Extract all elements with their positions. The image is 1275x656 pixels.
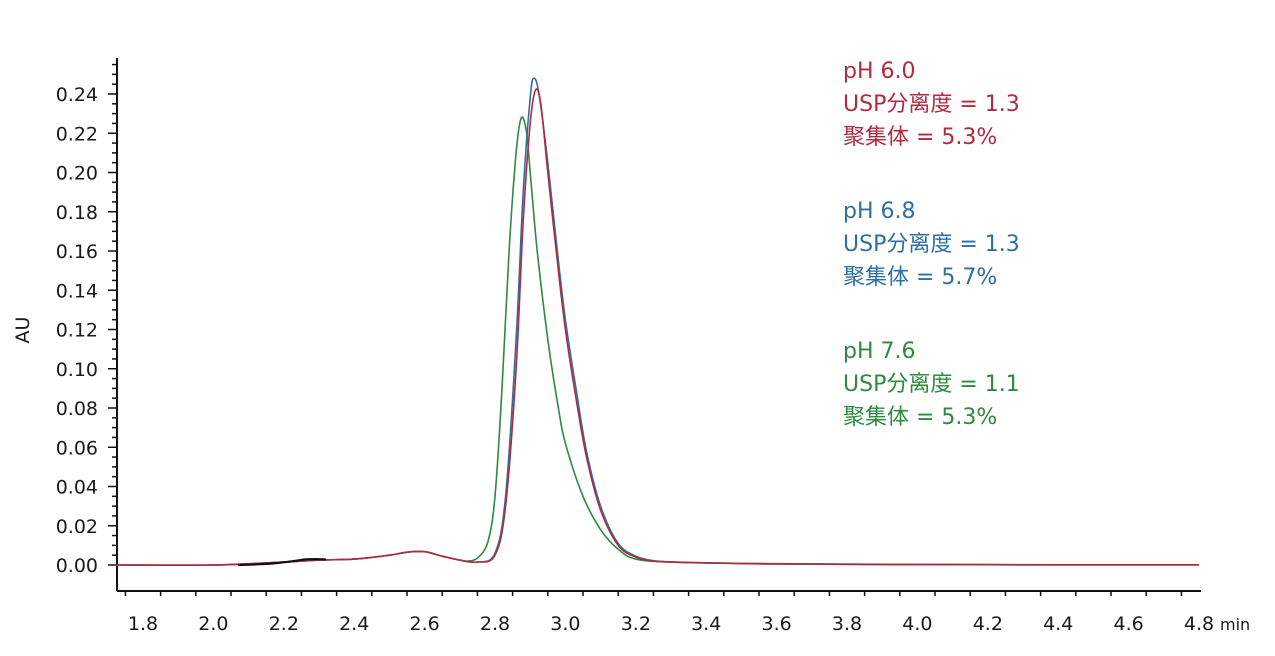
series-line-ph68 (114, 77, 1199, 567)
y-tick-label: 0.10 (56, 359, 98, 381)
annotation-line: USP分离度 = 1.1 (843, 372, 1020, 397)
y-tick-label: 0.18 (56, 202, 98, 224)
y-tick-label: 0.22 (56, 123, 98, 145)
x-tick-label: 2.6 (409, 613, 439, 635)
annotation-line: pH 6.8 (843, 199, 916, 224)
series-lines (114, 77, 1200, 567)
x-tick-label: 3.4 (691, 613, 721, 635)
annotation-line: 聚集体 = 5.3% (843, 125, 997, 150)
x-tick-label: 4.6 (1113, 613, 1143, 635)
y-tick-label: 0.02 (56, 516, 98, 538)
y-tick-label: 0.06 (56, 437, 98, 459)
x-axis-unit: min (1220, 615, 1250, 634)
annotation-line: USP分离度 = 1.3 (843, 92, 1020, 117)
series-line-base (237, 558, 327, 567)
x-tick-label: 3.2 (621, 613, 651, 635)
annotation-line: pH 6.0 (843, 59, 916, 84)
x-tick-label: 2.4 (339, 613, 369, 635)
y-tick-label: 0.24 (56, 84, 98, 106)
y-tick-label: 0.20 (56, 163, 98, 185)
x-tick-label: 4.8 (1184, 613, 1214, 635)
annotation-ph68: pH 6.8 USP分离度 = 1.3 聚集体 = 5.7% (843, 199, 1020, 290)
annotation-ph60: pH 6.0 USP分离度 = 1.3 聚集体 = 5.3% (843, 59, 1020, 150)
y-axis-label: AU (12, 317, 34, 344)
x-tick-label: 3.8 (832, 613, 862, 635)
x-tick-label: 3.0 (550, 613, 580, 635)
y-tick-label: 0.00 (56, 555, 98, 577)
series-line-ph60 (114, 88, 1199, 567)
x-tick-label: 4.4 (1043, 613, 1073, 635)
annotation-line: 聚集体 = 5.7% (843, 265, 997, 290)
y-tick-label: 0.12 (56, 320, 98, 342)
axis-labels: AU min 0.00 0.02 0.04 0.06 0.08 0.10 0.12 0.14 0… (12, 84, 1250, 635)
series-line-ph76 (114, 116, 1200, 567)
annotation-line: USP分离度 = 1.3 (843, 232, 1020, 257)
x-tick-label: 2.0 (198, 613, 228, 635)
x-tick-label: 3.6 (761, 613, 791, 635)
annotation-line: pH 7.6 (843, 339, 916, 364)
x-tick-label: 2.8 (480, 613, 510, 635)
annotation-ph76: pH 7.6 USP分离度 = 1.1 聚集体 = 5.3% (843, 339, 1020, 430)
annotations: pH 6.0 USP分离度 = 1.3 聚集体 = 5.3% pH 6.8 USP分离度… (843, 59, 1020, 430)
y-tick-label: 0.16 (56, 241, 98, 263)
x-tick-label: 2.2 (269, 613, 299, 635)
x-tick-label: 4.0 (902, 613, 932, 635)
axes (108, 58, 1201, 596)
annotation-line: 聚集体 = 5.3% (843, 405, 997, 430)
y-tick-label: 0.14 (56, 280, 98, 302)
y-tick-label: 0.08 (56, 398, 98, 420)
y-tick-label: 0.04 (56, 477, 98, 499)
x-tick-label: 4.2 (973, 613, 1003, 635)
x-tick-label: 1.8 (128, 613, 158, 635)
